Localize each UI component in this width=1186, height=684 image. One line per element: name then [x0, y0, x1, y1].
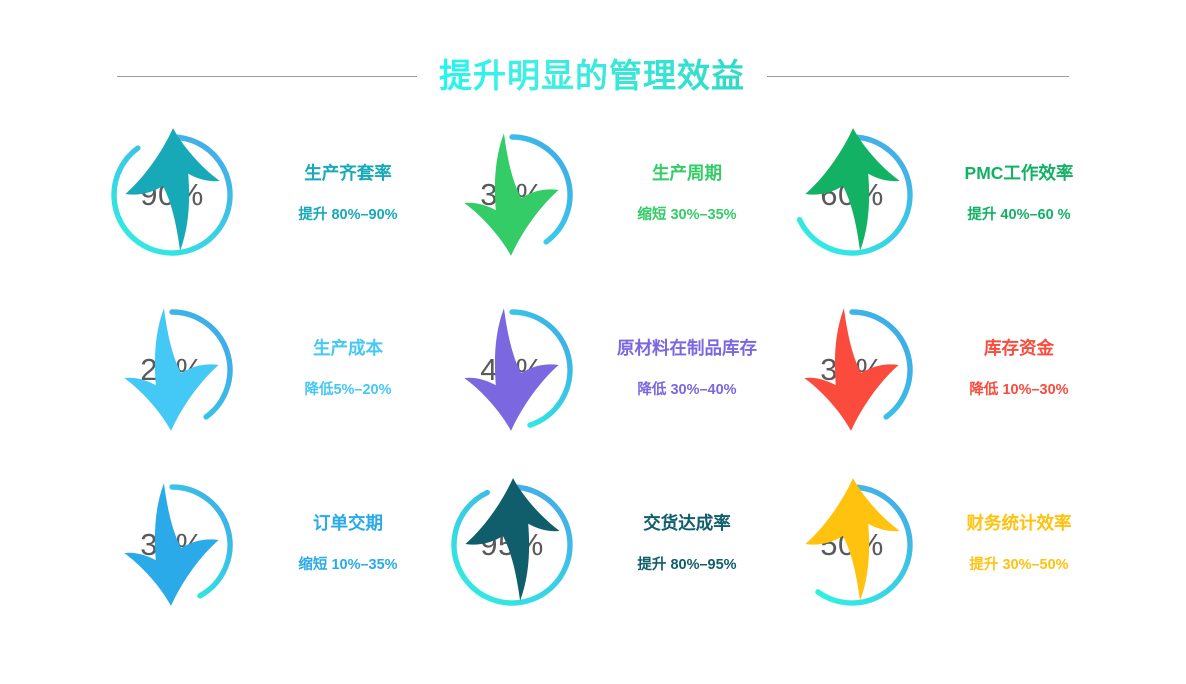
- metric-subtext: 降低5%–20%: [304, 382, 392, 398]
- gauge-center: 35%: [436, 119, 588, 271]
- metric-label: 交货达成率: [643, 513, 731, 533]
- metric-texts: 生产齐套率 提升 80%–90%: [248, 123, 436, 225]
- gauge-arc-svg: [509, 134, 573, 245]
- gauge-dial: 95%: [436, 469, 588, 621]
- arrow-up-icon: [125, 128, 220, 251]
- metric-label: 财务统计效率: [966, 513, 1072, 533]
- metric-label: PMC工作效率: [964, 163, 1074, 183]
- gauge-dial: 50%: [776, 469, 928, 621]
- gauge-dial: 60%: [776, 119, 928, 271]
- metric-cell: 95% 交货达成率 提升 80%–95%: [436, 473, 776, 633]
- gauge-arc: [509, 134, 573, 245]
- gauge-arc-svg: [111, 134, 233, 256]
- gauge-arc-svg: [509, 309, 573, 428]
- metric-texts: 生产成本 降低5%–20%: [248, 298, 436, 400]
- gauge-arc: [451, 484, 573, 606]
- gauge-arc: [169, 309, 233, 420]
- metric-label: 原材料在制品库存: [617, 338, 757, 358]
- arrow-down-icon: [124, 308, 219, 431]
- gauge-dial: 35%: [96, 469, 248, 621]
- metric-texts: 原材料在制品库存 降低 30%–40%: [588, 298, 776, 400]
- metric-cell: 30% 库存资金 降低 10%–30%: [776, 298, 1104, 473]
- gauge-center: 35%: [96, 469, 248, 621]
- gauge-arc: [815, 484, 913, 606]
- gauge-arc: [509, 309, 573, 428]
- metric-subtext: 缩短 30%–35%: [637, 207, 737, 223]
- arrow-up-icon: [805, 478, 900, 601]
- gauge-center: 50%: [776, 469, 928, 621]
- metric-label: 生产成本: [313, 338, 383, 358]
- arrow-up-icon: [465, 478, 560, 601]
- gauge-arc-svg: [849, 309, 913, 420]
- metric-cell: 50% 财务统计效率 提升 30%–50%: [776, 473, 1104, 633]
- arrow-down-icon: [804, 308, 899, 431]
- arrow-down-icon: [464, 133, 559, 256]
- metric-cell: 35% 订单交期 缩短 10%–35%: [96, 473, 436, 633]
- metric-subtext: 提升 30%–50%: [969, 557, 1069, 573]
- metric-cell: 35% 生产周期 缩短 30%–35%: [436, 123, 776, 298]
- metric-texts: 库存资金 降低 10%–30%: [928, 298, 1104, 400]
- gauge-center: 60%: [776, 119, 928, 271]
- gauge-arc-svg: [796, 134, 913, 256]
- gauge-center: 20%: [96, 294, 248, 446]
- gauge-arc: [849, 309, 913, 420]
- metric-cell: 40% 原材料在制品库存 降低 30%–40%: [436, 298, 776, 473]
- gauge-dial: 20%: [96, 294, 248, 446]
- title-rule-left: [117, 75, 417, 77]
- gauge-center: 40%: [436, 294, 588, 446]
- gauge-dial: 90%: [96, 119, 248, 271]
- arrow-down-icon: [124, 483, 219, 606]
- gauge-dial: 40%: [436, 294, 588, 446]
- metric-subtext: 缩短 10%–35%: [298, 557, 398, 573]
- metric-texts: 订单交期 缩短 10%–35%: [248, 473, 436, 575]
- gauge-center: 90%: [96, 119, 248, 271]
- arrow-up-icon: [805, 128, 900, 251]
- gauge-dial: 30%: [776, 294, 928, 446]
- gauge-arc: [169, 484, 233, 599]
- gauge-dial: 35%: [436, 119, 588, 271]
- gauge-arc: [111, 134, 233, 256]
- metrics-grid: 90% 生产齐套率 提升 80%–90% 35%: [96, 123, 1104, 633]
- metric-label: 订单交期: [313, 513, 383, 533]
- metric-texts: 生产周期 缩短 30%–35%: [588, 123, 776, 225]
- metric-subtext: 降低 10%–30%: [969, 382, 1069, 398]
- arrow-down-icon: [464, 308, 559, 431]
- metric-label: 生产齐套率: [304, 163, 392, 183]
- metric-cell: 20% 生产成本 降低5%–20%: [96, 298, 436, 473]
- gauge-arc: [796, 134, 913, 256]
- metric-subtext: 提升 80%–90%: [298, 207, 398, 223]
- metric-subtext: 提升 40%–60 %: [967, 207, 1071, 223]
- gauge-arc-svg: [451, 484, 573, 606]
- gauge-center: 30%: [776, 294, 928, 446]
- metric-label: 生产周期: [652, 163, 722, 183]
- gauge-center: 95%: [436, 469, 588, 621]
- metric-cell: 90% 生产齐套率 提升 80%–90%: [96, 123, 436, 298]
- metric-cell: 60% PMC工作效率 提升 40%–60 %: [776, 123, 1104, 298]
- metric-label: 库存资金: [984, 338, 1054, 358]
- gauge-arc-svg: [815, 484, 913, 606]
- gauge-arc-svg: [169, 484, 233, 599]
- gauge-arc-svg: [169, 309, 233, 420]
- page-header: 提升明显的管理效益: [0, 52, 1186, 100]
- metric-texts: PMC工作效率 提升 40%–60 %: [928, 123, 1104, 225]
- title-rule-right: [767, 75, 1069, 77]
- metric-texts: 交货达成率 提升 80%–95%: [588, 473, 776, 575]
- metric-subtext: 降低 30%–40%: [637, 382, 737, 398]
- metric-texts: 财务统计效率 提升 30%–50%: [928, 473, 1104, 575]
- page-title: 提升明显的管理效益: [439, 54, 745, 98]
- metric-subtext: 提升 80%–95%: [637, 557, 737, 573]
